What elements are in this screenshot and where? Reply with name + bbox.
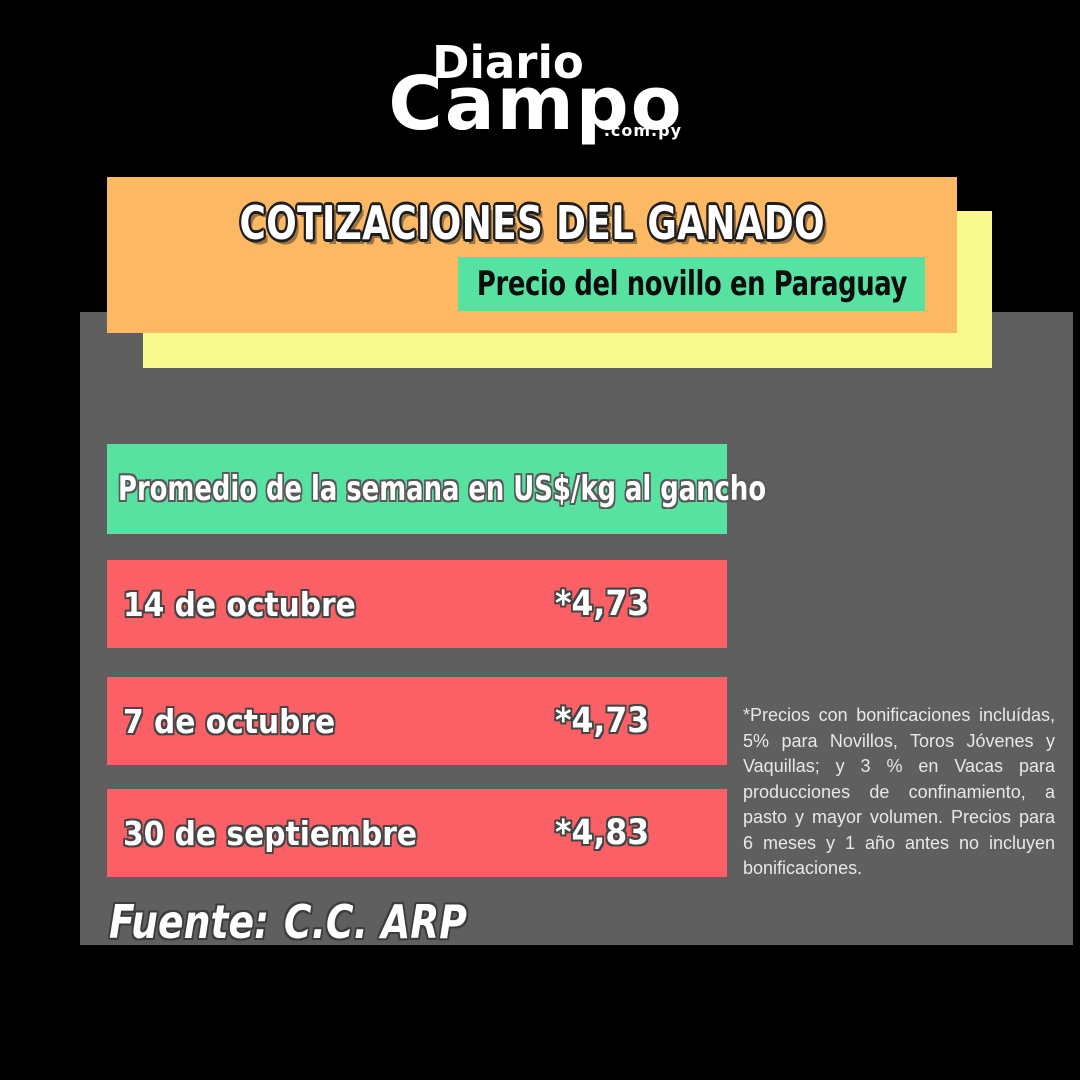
source-label: Fuente: [109,895,270,949]
subtitle-badge: Precio del novillo en Paraguay [458,257,925,311]
row-price-value: *4,73 [555,701,650,741]
subtitle-label: Precio del novillo en Paraguay [476,264,907,304]
price-footnote: *Precios con bonificaciones incluídas, 5… [743,705,1055,878]
table-row: 30 de septiembre *4,83 [107,789,727,877]
table-header-badge: Promedio de la semana en US$/kg al ganch… [107,444,766,534]
logo-campo-text: Campo [388,61,684,147]
logo-diario-text: Diario [432,36,584,89]
source-line: Fuente: C.C. ARP [109,899,467,945]
row-date-label: 14 de octubre [123,584,356,624]
source-value: C.C. ARP [283,895,467,949]
row-price-value: *4,83 [555,813,650,853]
title-banner: COTIZACIONES DEL GANADO [107,192,957,254]
table-header-label: Promedio de la semana en US$/kg al ganch… [118,469,767,509]
table-row: 7 de octubre *4,73 [107,677,727,765]
row-price-value: *4,73 [555,584,650,624]
row-date-label: 30 de septiembre [123,813,418,853]
row-date-label: 7 de octubre [123,701,336,741]
logo-domain-text: .com.py [603,121,682,140]
table-row: 14 de octubre *4,73 [107,560,727,648]
page-title: COTIZACIONES DEL GANADO [239,196,825,250]
